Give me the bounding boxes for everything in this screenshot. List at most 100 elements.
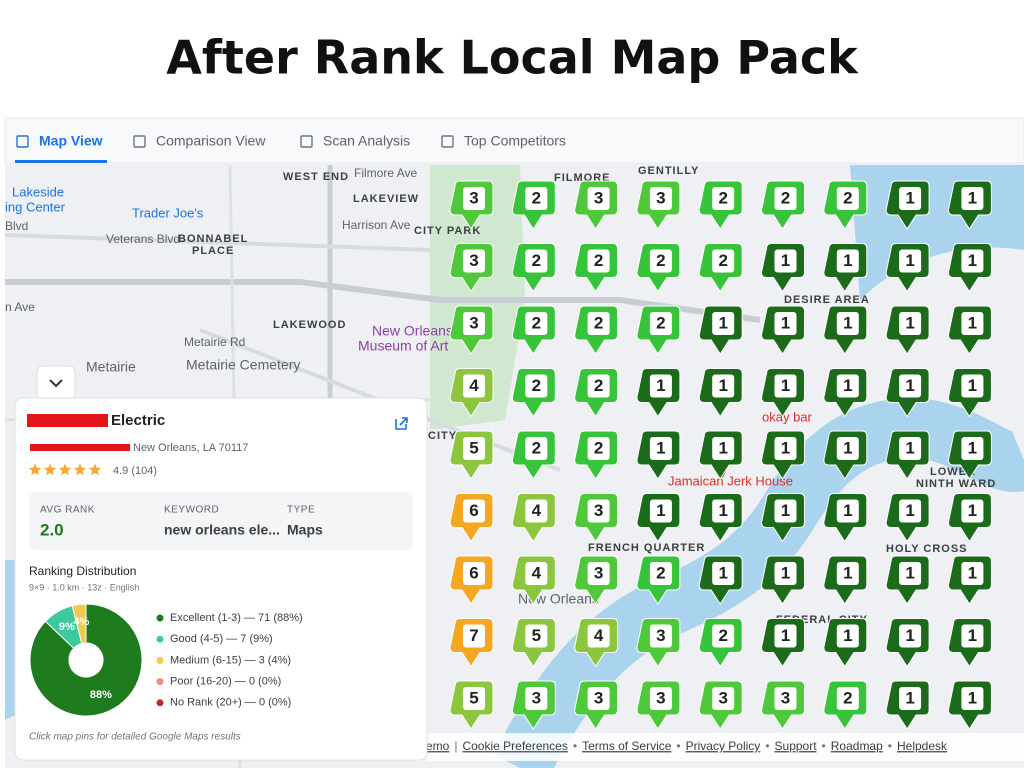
rank-pin[interactable]: 3	[574, 180, 619, 230]
tab[interactable]: Map View	[15, 133, 107, 163]
rank-pin[interactable]: 1	[823, 618, 868, 668]
rank-pin[interactable]: 2	[511, 368, 556, 418]
rank-pin[interactable]: 3	[574, 493, 619, 543]
rank-pin[interactable]: 2	[823, 680, 868, 730]
rank-pin[interactable]: 1	[885, 680, 930, 730]
external-link[interactable]	[392, 415, 409, 432]
rank-pin[interactable]: 7	[449, 618, 494, 668]
footer-link[interactable]: Privacy Policy	[686, 739, 761, 753]
rank-pin[interactable]: 1	[947, 430, 992, 480]
pin-rank: 1	[905, 313, 914, 332]
rank-pin[interactable]: 2	[511, 243, 556, 293]
rank-pin[interactable]: 1	[885, 618, 930, 668]
rank-pin[interactable]: 2	[636, 555, 681, 605]
rank-pin[interactable]: 3	[636, 180, 681, 230]
pin-face	[774, 499, 797, 523]
rank-pin[interactable]: 3	[449, 305, 494, 355]
rank-pin[interactable]: 1	[947, 618, 992, 668]
rank-pin[interactable]: 3	[636, 618, 681, 668]
rank-pin[interactable]: 1	[947, 368, 992, 418]
rank-pin[interactable]: 1	[760, 618, 805, 668]
collapse-button[interactable]	[36, 365, 76, 401]
rank-pin[interactable]: 2	[636, 243, 681, 293]
rank-pin[interactable]: 4	[449, 368, 494, 418]
tab[interactable]: Scan Analysis	[300, 133, 410, 149]
rank-pin[interactable]: 2	[511, 305, 556, 355]
rank-pin[interactable]: 1	[636, 493, 681, 543]
rank-pin[interactable]: 3	[760, 680, 805, 730]
rank-pin[interactable]: 4	[511, 555, 556, 605]
rank-pin[interactable]: 1	[885, 430, 930, 480]
rank-pin[interactable]: 4	[511, 493, 556, 543]
tab[interactable]: Top Competitors	[441, 133, 566, 149]
footer-link[interactable]: Support	[775, 739, 818, 753]
rank-pin[interactable]: 2	[636, 305, 681, 355]
rank-pin[interactable]: 1	[698, 493, 743, 543]
rank-pin[interactable]: 1	[823, 430, 868, 480]
rank-pin[interactable]: 1	[947, 243, 992, 293]
pin-rank: 1	[656, 376, 665, 395]
rank-pin[interactable]: 5	[449, 680, 494, 730]
rank-pin[interactable]: 1	[823, 243, 868, 293]
rank-pin[interactable]: 1	[823, 555, 868, 605]
rank-pin[interactable]: 1	[760, 368, 805, 418]
rank-pin[interactable]: 1	[885, 180, 930, 230]
rank-pin[interactable]: 1	[823, 305, 868, 355]
rank-pin[interactable]: 2	[698, 243, 743, 293]
rank-pin[interactable]: 1	[698, 305, 743, 355]
rank-pin[interactable]: 2	[574, 243, 619, 293]
rank-pin[interactable]: 4	[574, 618, 619, 668]
footer-link[interactable]: Helpdesk	[897, 739, 948, 753]
rank-pin[interactable]: 1	[760, 243, 805, 293]
rank-pin[interactable]: 1	[823, 368, 868, 418]
rank-pin[interactable]: 1	[885, 493, 930, 543]
pin-face	[774, 437, 797, 460]
rank-pin[interactable]: 1	[636, 368, 681, 418]
rank-pin[interactable]: 2	[823, 180, 868, 230]
rank-pin[interactable]: 1	[885, 368, 930, 418]
rank-pin[interactable]: 6	[449, 555, 494, 605]
rank-pin[interactable]: 2	[574, 430, 619, 480]
rank-pin[interactable]: 3	[449, 180, 494, 230]
rank-pin[interactable]: 2	[511, 180, 556, 230]
rank-pin[interactable]: 1	[760, 430, 805, 480]
rank-pin[interactable]: 2	[760, 180, 805, 230]
rank-pin[interactable]: 1	[885, 555, 930, 605]
rank-pin[interactable]: 1	[947, 180, 992, 230]
rank-pin[interactable]: 1	[885, 305, 930, 355]
rank-pin[interactable]: 1	[760, 555, 805, 605]
pin-rank: 1	[781, 438, 790, 457]
map-label: New Orleans	[372, 323, 453, 339]
rank-pin[interactable]: 3	[636, 680, 681, 730]
rank-pin[interactable]: 2	[698, 180, 743, 230]
rank-pin[interactable]: 1	[760, 493, 805, 543]
rank-pin[interactable]: 1	[947, 555, 992, 605]
footer-link[interactable]: Cookie Preferences	[462, 739, 567, 753]
rank-pin[interactable]: 1	[947, 305, 992, 355]
rank-pin[interactable]: 2	[698, 618, 743, 668]
rank-pin[interactable]: 6	[449, 493, 494, 543]
rank-pin[interactable]: 3	[511, 680, 556, 730]
footer-link[interactable]: Roadmap	[831, 739, 883, 753]
rank-pin[interactable]: 1	[698, 555, 743, 605]
footer-link[interactable]: Terms of Service	[582, 739, 672, 753]
rank-pin[interactable]: 1	[823, 493, 868, 543]
rank-pin[interactable]: 1	[760, 305, 805, 355]
rank-pin[interactable]: 3	[574, 555, 619, 605]
rank-pin[interactable]: 1	[636, 430, 681, 480]
rank-pin[interactable]: 1	[698, 368, 743, 418]
rank-pin[interactable]: 1	[947, 680, 992, 730]
rank-pin[interactable]: 5	[511, 618, 556, 668]
rank-pin[interactable]: 3	[698, 680, 743, 730]
rank-pin[interactable]: 3	[574, 680, 619, 730]
rank-pin[interactable]: 2	[574, 368, 619, 418]
rank-pin[interactable]: 2	[574, 305, 619, 355]
rank-pin[interactable]: 3	[449, 243, 494, 293]
tab[interactable]: Comparison View	[133, 133, 266, 149]
rank-pin[interactable]: 1	[885, 243, 930, 293]
rank-pin[interactable]: 1	[947, 493, 992, 543]
footer-link[interactable]: emo	[426, 739, 450, 753]
rank-pin[interactable]: 5	[449, 430, 494, 480]
rank-pin[interactable]: 2	[511, 430, 556, 480]
rank-pin[interactable]: 1	[698, 430, 743, 480]
